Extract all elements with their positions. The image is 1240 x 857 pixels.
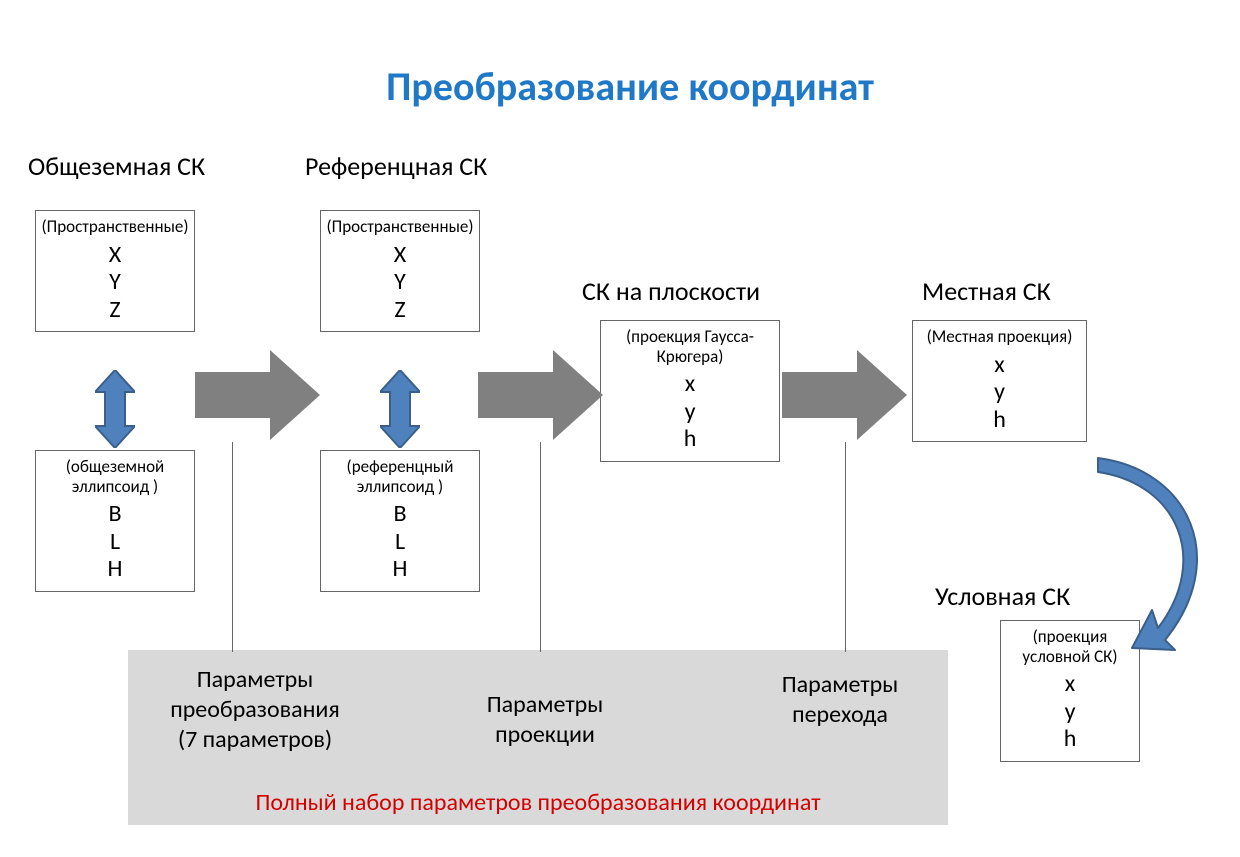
box-col2-top-c2: Z	[325, 296, 475, 324]
box-col1-top-c0: X	[40, 241, 190, 269]
vline-1	[232, 442, 233, 652]
page-title: Преобразование координат	[320, 62, 940, 111]
heading-col5: Условная СК	[935, 580, 1070, 612]
box-col1-top-c2: Z	[40, 296, 190, 324]
curved-arrow-icon	[1080, 450, 1230, 660]
arrow-right-3-icon	[782, 350, 907, 440]
box-col1-top: (Пространственные) X Y Z	[35, 210, 195, 332]
box-col2-top-c0: X	[325, 241, 475, 269]
box-col5-c1: y	[1005, 698, 1135, 726]
param-1: Параметры преобразования (7 параметров)	[140, 665, 370, 755]
box-col2-bot-sub: (референцный эллипсоид )	[325, 457, 475, 496]
box-col2-top: (Пространственные) X Y Z	[320, 210, 480, 332]
param-2: Параметры проекции	[445, 690, 645, 750]
arrow-right-2-icon	[478, 350, 603, 440]
heading-col4: Местная СК	[922, 275, 1051, 307]
box-col4: (Местная проекция) x y h	[912, 320, 1087, 442]
box-col2-bot: (референцный эллипсоид ) B L H	[320, 450, 480, 592]
arrow-right-1-icon	[195, 350, 320, 440]
box-col2-top-c1: Y	[325, 268, 475, 296]
footer-text: Полный набор параметров преобразования к…	[228, 788, 848, 817]
box-col1-bot: (общеземной эллипсоид ) B L H	[35, 450, 195, 592]
box-col1-bot-sub: (общеземной эллипсоид )	[40, 457, 190, 496]
box-col4-c1: y	[917, 378, 1082, 406]
box-col3-c0: x	[605, 370, 775, 398]
double-arrow-2-icon	[380, 370, 420, 448]
heading-col3: СК на плоскости	[582, 275, 760, 307]
box-col2-top-sub: (Пространственные)	[325, 217, 475, 237]
box-col3-c1: y	[605, 398, 775, 426]
box-col1-bot-c1: L	[40, 528, 190, 556]
box-col4-c0: x	[917, 351, 1082, 379]
double-arrow-1-icon	[95, 370, 135, 448]
param-2-line2: проекции	[445, 720, 645, 750]
param-3-line1: Параметры	[740, 670, 940, 700]
heading-col1: Общеземная СК	[28, 150, 205, 182]
box-col2-bot-c1: L	[325, 528, 475, 556]
box-col2-bot-c2: H	[325, 555, 475, 583]
box-col4-sub: (Местная проекция)	[917, 327, 1082, 347]
box-col3-c2: h	[605, 425, 775, 453]
box-col1-bot-c2: H	[40, 555, 190, 583]
param-2-line1: Параметры	[445, 690, 645, 720]
box-col5-c0: x	[1005, 670, 1135, 698]
param-3: Параметры перехода	[740, 670, 940, 730]
heading-col2: Референцная СК	[305, 150, 487, 182]
param-3-line2: перехода	[740, 700, 940, 730]
box-col4-c2: h	[917, 406, 1082, 434]
vline-2	[540, 442, 541, 652]
param-1-line1: Параметры	[140, 665, 370, 695]
param-1-line2: преобразования	[140, 695, 370, 725]
box-col3-sub: (проекция Гаусса-Крюгера)	[605, 327, 775, 366]
box-col1-top-c1: Y	[40, 268, 190, 296]
box-col2-bot-c0: B	[325, 500, 475, 528]
box-col5-c2: h	[1005, 725, 1135, 753]
box-col3: (проекция Гаусса-Крюгера) x y h	[600, 320, 780, 462]
box-col1-bot-c0: B	[40, 500, 190, 528]
param-1-line3: (7 параметров)	[140, 725, 370, 755]
box-col1-top-sub: (Пространственные)	[40, 217, 190, 237]
vline-3	[845, 442, 846, 652]
